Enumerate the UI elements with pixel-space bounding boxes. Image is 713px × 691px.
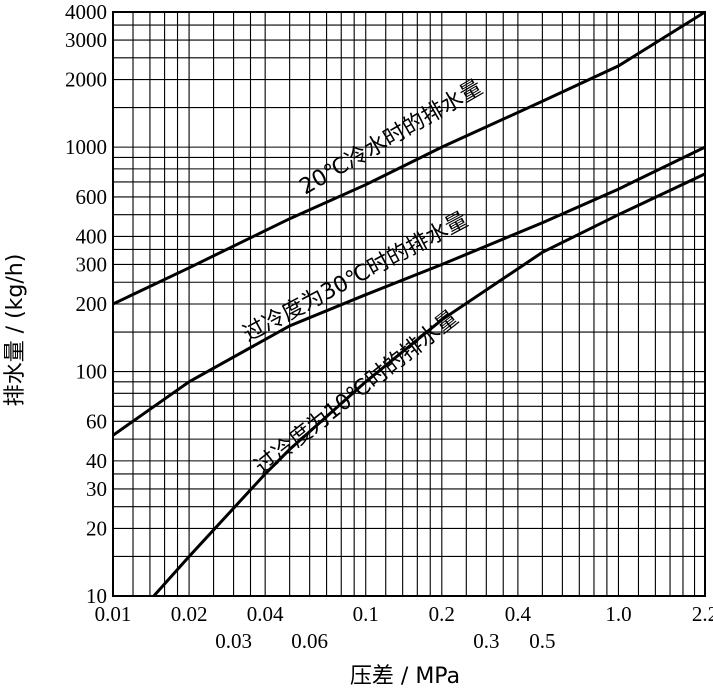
x-tick-label: 1.0 bbox=[605, 602, 631, 626]
x-tick-label: 0.2 bbox=[429, 602, 455, 626]
y-tick-label: 1000 bbox=[65, 135, 107, 159]
y-tick-label: 4000 bbox=[65, 0, 107, 24]
series-line-2 bbox=[112, 145, 706, 437]
y-tick-label: 600 bbox=[76, 185, 108, 209]
y-tick-label: 3000 bbox=[65, 28, 107, 52]
y-tick-label: 10 bbox=[86, 584, 107, 608]
x-tick-label: 2.2 bbox=[692, 602, 713, 626]
x-tick-label: 0.3 bbox=[473, 629, 499, 653]
series-line-3 bbox=[152, 172, 706, 597]
y-tick-label: 40 bbox=[86, 449, 107, 473]
y-axis-label: 排水量 / (kg/h) bbox=[3, 254, 28, 407]
curve-layer bbox=[112, 10, 706, 597]
y-tick-label: 30 bbox=[86, 477, 107, 501]
series-line-1 bbox=[112, 10, 706, 306]
x-tick-label: 0.02 bbox=[171, 602, 208, 626]
y-tick-label: 300 bbox=[76, 252, 108, 276]
tick-layer: 10 20 30 40 60 100 200 300 400 600 1000 2000 3000 400… bbox=[65, 0, 713, 653]
y-tick-label: 2000 bbox=[65, 68, 107, 92]
grid-layer bbox=[112, 11, 706, 597]
x-tick-label: 0.1 bbox=[353, 602, 379, 626]
x-tick-label: 0.4 bbox=[505, 602, 532, 626]
x-tick-label: 0.01 bbox=[95, 602, 132, 626]
x-tick-label: 0.04 bbox=[247, 602, 284, 626]
y-tick-label: 400 bbox=[76, 224, 108, 248]
x-axis-label: 压差 / MPa bbox=[350, 664, 460, 689]
y-tick-label: 200 bbox=[76, 292, 108, 316]
y-tick-label: 20 bbox=[86, 516, 107, 540]
x-tick-label: 0.06 bbox=[291, 629, 328, 653]
y-tick-label: 60 bbox=[86, 409, 107, 433]
x-tick-label: 0.03 bbox=[215, 629, 252, 653]
x-tick-label: 0.5 bbox=[529, 629, 555, 653]
y-tick-label: 100 bbox=[76, 360, 108, 384]
